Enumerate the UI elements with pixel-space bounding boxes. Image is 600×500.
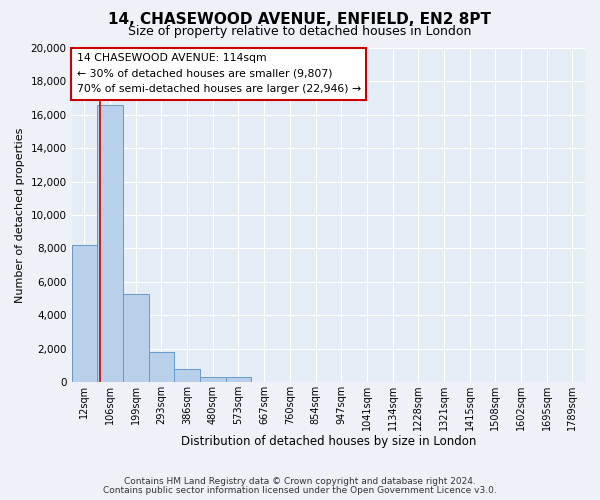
Text: 14 CHASEWOOD AVENUE: 114sqm
← 30% of detached houses are smaller (9,807)
70% of : 14 CHASEWOOD AVENUE: 114sqm ← 30% of det…: [77, 53, 361, 94]
Text: Size of property relative to detached houses in London: Size of property relative to detached ho…: [128, 25, 472, 38]
Bar: [174, 368, 200, 382]
Bar: [149, 352, 174, 382]
Bar: [123, 294, 149, 382]
Text: Contains HM Land Registry data © Crown copyright and database right 2024.: Contains HM Land Registry data © Crown c…: [124, 477, 476, 486]
Bar: [97, 105, 123, 382]
Bar: [200, 377, 226, 382]
X-axis label: Distribution of detached houses by size in London: Distribution of detached houses by size …: [181, 434, 476, 448]
Y-axis label: Number of detached properties: Number of detached properties: [15, 128, 25, 302]
Bar: [226, 377, 251, 382]
Text: 14, CHASEWOOD AVENUE, ENFIELD, EN2 8PT: 14, CHASEWOOD AVENUE, ENFIELD, EN2 8PT: [109, 12, 491, 26]
Bar: [71, 245, 97, 382]
Text: Contains public sector information licensed under the Open Government Licence v3: Contains public sector information licen…: [103, 486, 497, 495]
